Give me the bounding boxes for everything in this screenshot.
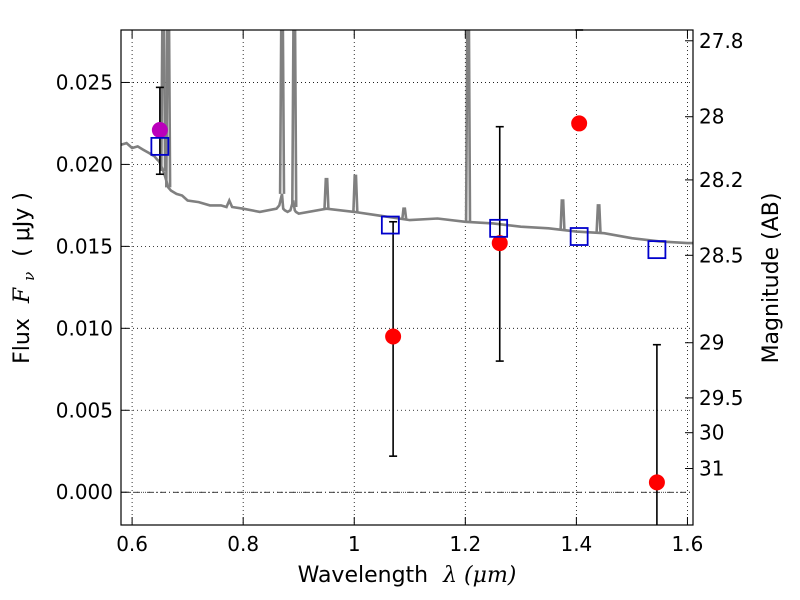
model-photometry-square: [150, 136, 170, 156]
y-axis-label-text: Flux: [10, 318, 35, 364]
x-tick-label: 0.6: [116, 532, 148, 556]
model-photometry-square: [569, 227, 589, 246]
y-axis-label-sub: ν: [20, 272, 38, 281]
emission-line: [352, 174, 359, 213]
y2-tick-label: 27.8: [699, 29, 744, 53]
marker-layer: [150, 29, 667, 525]
y-tick-label: 0.025: [56, 70, 113, 94]
x-axis-label: Wavelength λ (μm): [298, 563, 517, 588]
x-tick-label: 1: [348, 532, 361, 556]
emission-line: [323, 177, 330, 209]
y-tick-label: 0.020: [56, 152, 113, 176]
y-tick-label: 0.010: [56, 316, 113, 340]
y2-tick-label: 30: [699, 421, 724, 445]
x-axis-label-text: Wavelength: [298, 563, 429, 588]
emission-line: [464, 30, 472, 222]
emission-line: [160, 30, 167, 172]
observed-point: [385, 328, 402, 345]
model-photometry-square: [489, 218, 509, 238]
x-tick-label: 1.4: [560, 532, 592, 556]
ticks: 0.6 0.8 1 1.2 1.4 1.6 0.000 0.005 0.010 0.015 0.02…: [56, 29, 744, 556]
x-axis-label-math: λ (μm): [442, 563, 516, 588]
y-axis-label-math: F: [10, 287, 35, 304]
x-tick-label: 1.6: [672, 532, 704, 556]
x-tick-label: 0.8: [227, 532, 259, 556]
model-photometry-square: [380, 215, 400, 235]
emission-line: [559, 199, 566, 231]
emission-line: [278, 30, 286, 194]
y2-axis-label: Magnitude (AB): [759, 193, 784, 364]
highlight-point: [151, 121, 168, 138]
observed-point: [571, 115, 588, 132]
y2-tick-label: 28.5: [699, 243, 744, 267]
y2-tick-label: 31: [699, 457, 724, 481]
observed-point: [491, 235, 508, 252]
model-photometry-square: [647, 240, 667, 260]
emission-line: [291, 30, 298, 208]
emission-line: [165, 30, 172, 188]
y-tick-label: 0.000: [56, 480, 113, 504]
emission-line: [595, 204, 602, 233]
emission-line: [401, 207, 408, 220]
plot-frame: [120, 29, 694, 526]
y2-tick-label: 28.2: [699, 168, 744, 192]
y2-tick-label: 29.5: [699, 386, 744, 410]
y2-tick-label: 29: [699, 331, 724, 355]
plot-background: [121, 30, 693, 525]
y-tick-label: 0.005: [56, 398, 113, 422]
y-tick-label: 0.015: [56, 234, 113, 258]
y2-tick-label: 28: [699, 105, 724, 129]
observed-point: [648, 474, 665, 491]
grid: [121, 30, 693, 525]
y-axis-label: Flux F ν ( μJy ): [10, 192, 40, 364]
x-tick-label: 1.2: [449, 532, 481, 556]
y-axis-label-unit: ( μJy ): [10, 192, 35, 257]
